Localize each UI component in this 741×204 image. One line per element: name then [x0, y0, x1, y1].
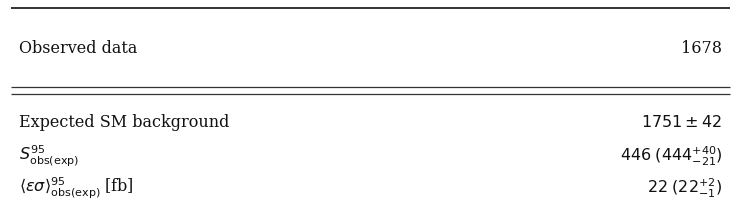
- Text: Observed data: Observed data: [19, 40, 137, 58]
- Text: $1751 \pm 42$: $1751 \pm 42$: [642, 114, 722, 131]
- Text: Expected SM background: Expected SM background: [19, 114, 229, 131]
- Text: $446\;(444^{+40}_{-21})$: $446\;(444^{+40}_{-21})$: [619, 144, 722, 168]
- Text: $22\;(22^{+2}_{-1})$: $22\;(22^{+2}_{-1})$: [647, 177, 722, 200]
- Text: $S^{95}_{\mathrm{obs(exp)}}$: $S^{95}_{\mathrm{obs(exp)}}$: [19, 143, 79, 169]
- Text: 1678: 1678: [682, 40, 722, 58]
- Text: $\langle\epsilon\sigma\rangle^{95}_{\mathrm{obs(exp)}}\;$[fb]: $\langle\epsilon\sigma\rangle^{95}_{\mat…: [19, 176, 133, 201]
